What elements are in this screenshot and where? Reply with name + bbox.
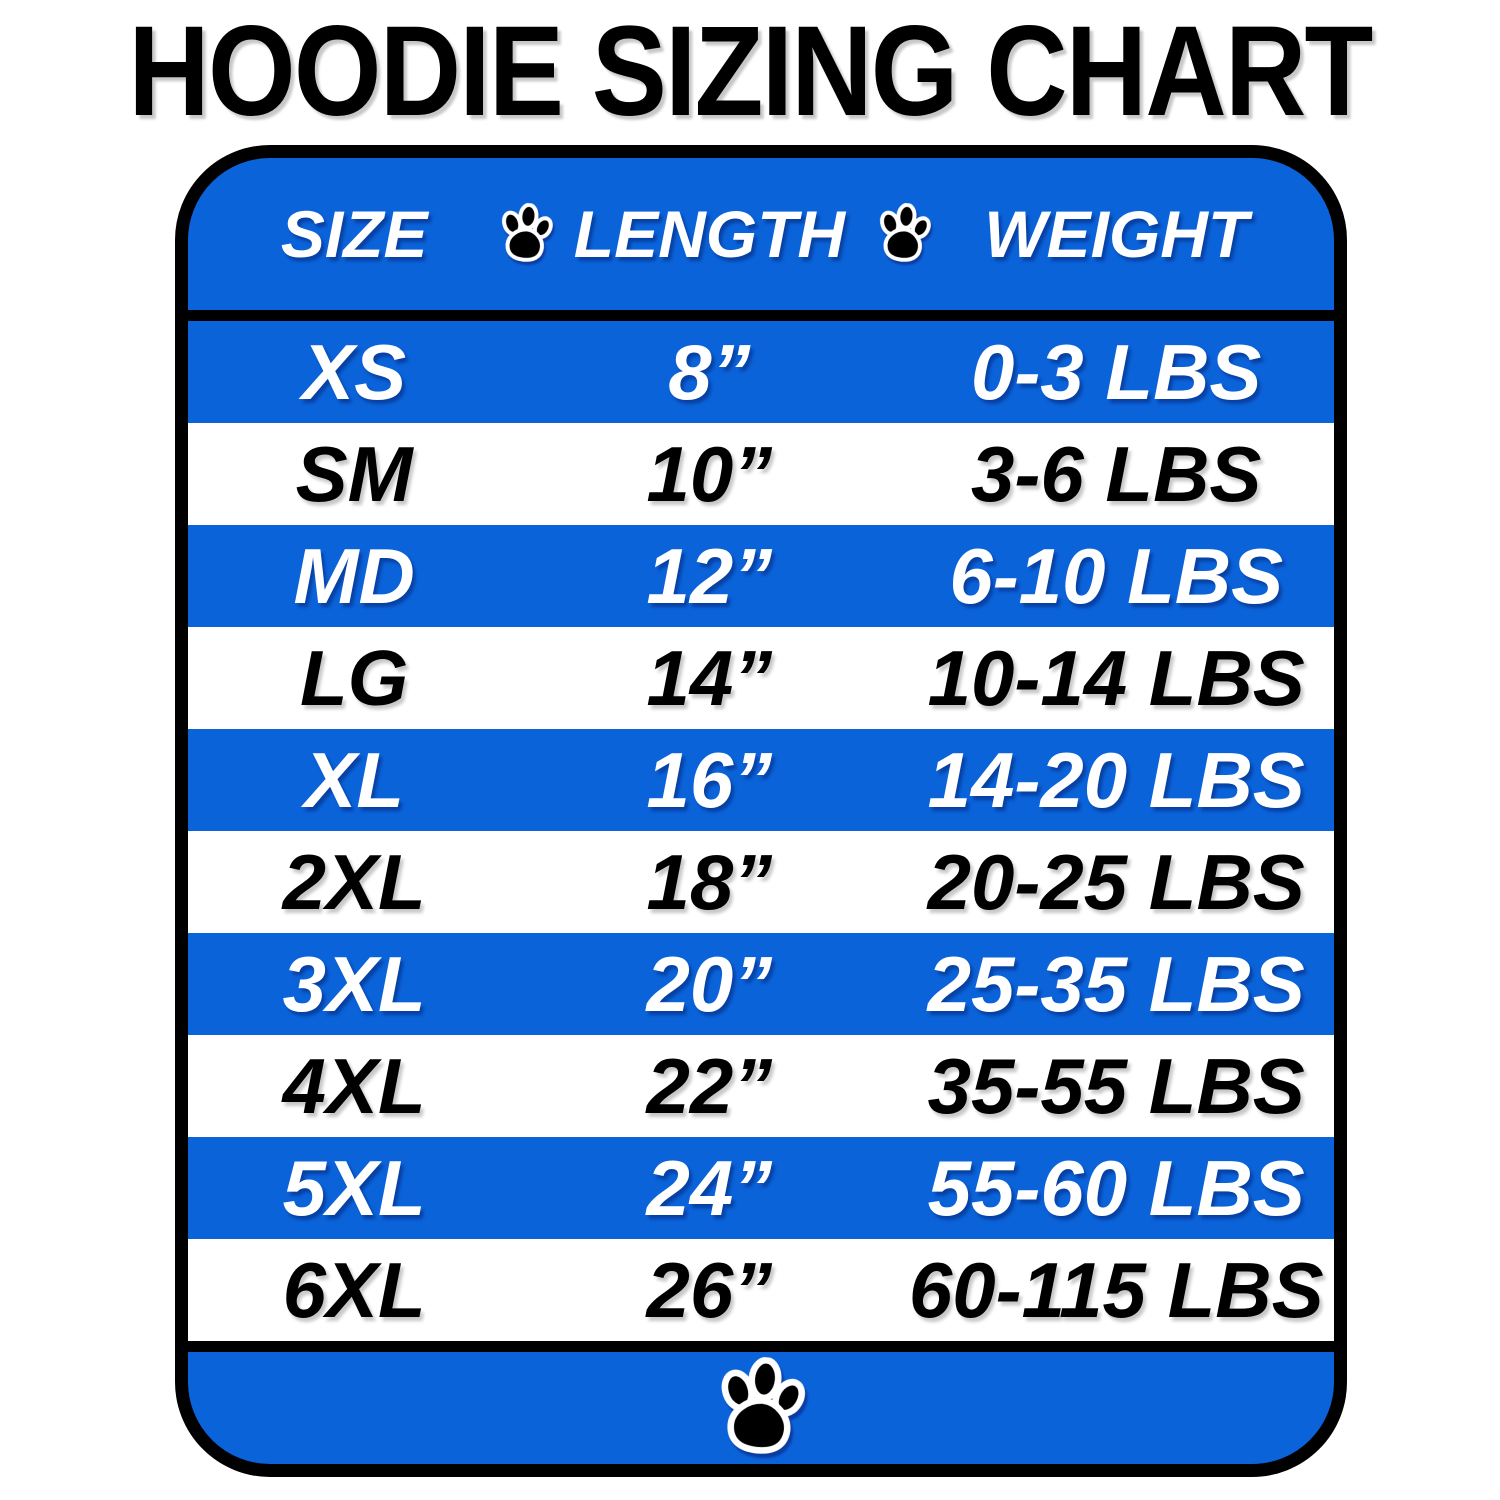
length-cell: 12” xyxy=(646,532,773,620)
weight-cell: 25-35 LBS xyxy=(927,940,1305,1028)
table-row: SM 10” 3-6 LBS xyxy=(188,423,1334,525)
paw-icon xyxy=(493,200,559,268)
length-cell: 26” xyxy=(646,1246,773,1334)
length-cell: 10” xyxy=(646,430,773,518)
weight-cell: 35-55 LBS xyxy=(927,1042,1305,1130)
weight-cell: 20-25 LBS xyxy=(927,838,1305,926)
table-row: MD 12” 6-10 LBS xyxy=(188,525,1334,627)
length-cell: 14” xyxy=(646,634,773,722)
table-row: 4XL 22” 35-55 LBS xyxy=(188,1035,1334,1137)
length-cell: 8” xyxy=(668,328,751,416)
paw-icon xyxy=(707,1352,815,1464)
size-cell: 2XL xyxy=(282,838,426,926)
weight-cell: 14-20 LBS xyxy=(927,736,1305,824)
size-cell: 4XL xyxy=(282,1042,426,1130)
paw-icon xyxy=(871,200,937,268)
size-cell: LG xyxy=(300,634,409,722)
header-divider xyxy=(188,310,1334,321)
footer-divider xyxy=(188,1341,1334,1352)
size-cell: XL xyxy=(304,736,404,824)
sizing-chart-card: SIZE LENGTH WEIGHT XS 8” 0-3 LBS SM 10” … xyxy=(175,145,1347,1477)
column-header-length: LENGTH xyxy=(573,197,846,271)
table-row: XS 8” 0-3 LBS xyxy=(188,321,1334,423)
size-cell: XS xyxy=(302,328,407,416)
size-cell: 3XL xyxy=(282,940,426,1028)
table-row: XL 16” 14-20 LBS xyxy=(188,729,1334,831)
weight-cell: 3-6 LBS xyxy=(971,430,1262,518)
table-row: 6XL 26” 60-115 LBS xyxy=(188,1239,1334,1341)
length-cell: 16” xyxy=(646,736,773,824)
weight-cell: 10-14 LBS xyxy=(927,634,1305,722)
table-row: 5XL 24” 55-60 LBS xyxy=(188,1137,1334,1239)
size-cell: 6XL xyxy=(282,1246,426,1334)
table-row: 3XL 20” 25-35 LBS xyxy=(188,933,1334,1035)
length-cell: 22” xyxy=(646,1042,773,1130)
column-header-weight: WEIGHT xyxy=(984,197,1249,271)
size-cell: SM xyxy=(295,430,413,518)
weight-cell: 0-3 LBS xyxy=(971,328,1262,416)
table-row: 2XL 18” 20-25 LBS xyxy=(188,831,1334,933)
size-cell: 5XL xyxy=(282,1144,426,1232)
size-cell: MD xyxy=(293,532,415,620)
card-footer xyxy=(188,1352,1334,1464)
table-body: XS 8” 0-3 LBS SM 10” 3-6 LBS MD 12” 6-10… xyxy=(188,321,1334,1341)
weight-cell: 6-10 LBS xyxy=(949,532,1284,620)
length-cell: 20” xyxy=(646,940,773,1028)
weight-cell: 60-115 LBS xyxy=(908,1246,1324,1334)
column-header-size: SIZE xyxy=(280,197,428,271)
page-title: HOODIE SIZING CHART xyxy=(128,0,1373,143)
table-row: LG 14” 10-14 LBS xyxy=(188,627,1334,729)
table-header: SIZE LENGTH WEIGHT xyxy=(188,158,1334,310)
length-cell: 24” xyxy=(646,1144,773,1232)
length-cell: 18” xyxy=(646,838,773,926)
weight-cell: 55-60 LBS xyxy=(927,1144,1305,1232)
